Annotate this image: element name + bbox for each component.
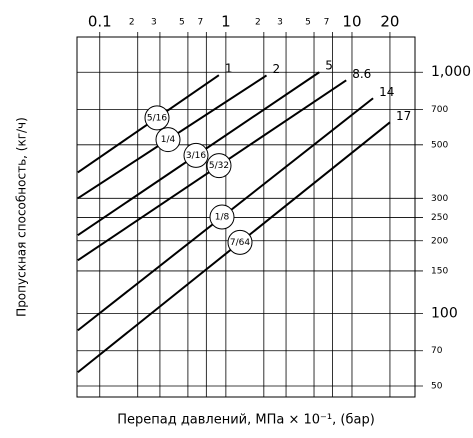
y-tick-label: 700 [431,105,448,115]
y-tick-label: 50 [431,381,443,391]
x-tick-label: 1 [221,13,231,31]
x-tick-label: 7 [197,18,203,28]
y-tick-label: 100 [431,305,458,321]
x-tick-label: 7 [324,18,330,28]
series-name-label: 1 [225,62,233,76]
series-name-label: 8.6 [352,67,371,81]
x-axis-label: Перепад давлений, МПа × 10⁻¹, (бар) [117,413,375,428]
y-tick-label: 500 [431,140,448,150]
y-tick-label: 300 [431,194,448,204]
size-label: 5/32 [209,161,229,171]
x-tick-label: 5 [179,18,185,28]
x-tick-label: 2 [129,18,135,28]
x-tick-label: 3 [277,18,283,28]
size-label: 7/64 [230,238,250,248]
size-badge [155,127,181,153]
y-tick-label: 200 [431,236,448,246]
series-name-label: 2 [273,62,281,76]
x-tick-label: 10 [342,13,361,31]
y-tick-label: 250 [431,213,448,223]
x-tick-label: 3 [151,18,157,28]
x-tick-label: 2 [255,18,261,28]
size-label: 1/4 [161,135,176,145]
x-tick-label: 5 [305,18,311,28]
y-axis-label: Пропускная способность, (кг/ч) [15,117,29,317]
size-badge [227,229,253,255]
size-badge [144,105,170,131]
series-name-label: 5 [325,59,333,73]
size-label: 5/16 [147,113,167,123]
y-tick-label: 1,000 [431,64,471,80]
x-tick-label: 0.1 [88,13,112,31]
size-badge [183,142,209,168]
y-tick-label: 70 [431,346,443,356]
size-label: 3/16 [186,151,206,161]
y-tick-label: 150 [431,266,448,276]
size-badge [209,204,235,230]
series-name-label: 17 [396,109,411,123]
series-name-label: 14 [379,85,394,99]
size-label: 1/8 [215,213,230,223]
size-badge [206,153,232,179]
plot-frame [76,36,416,398]
x-tick-label: 20 [380,13,399,31]
